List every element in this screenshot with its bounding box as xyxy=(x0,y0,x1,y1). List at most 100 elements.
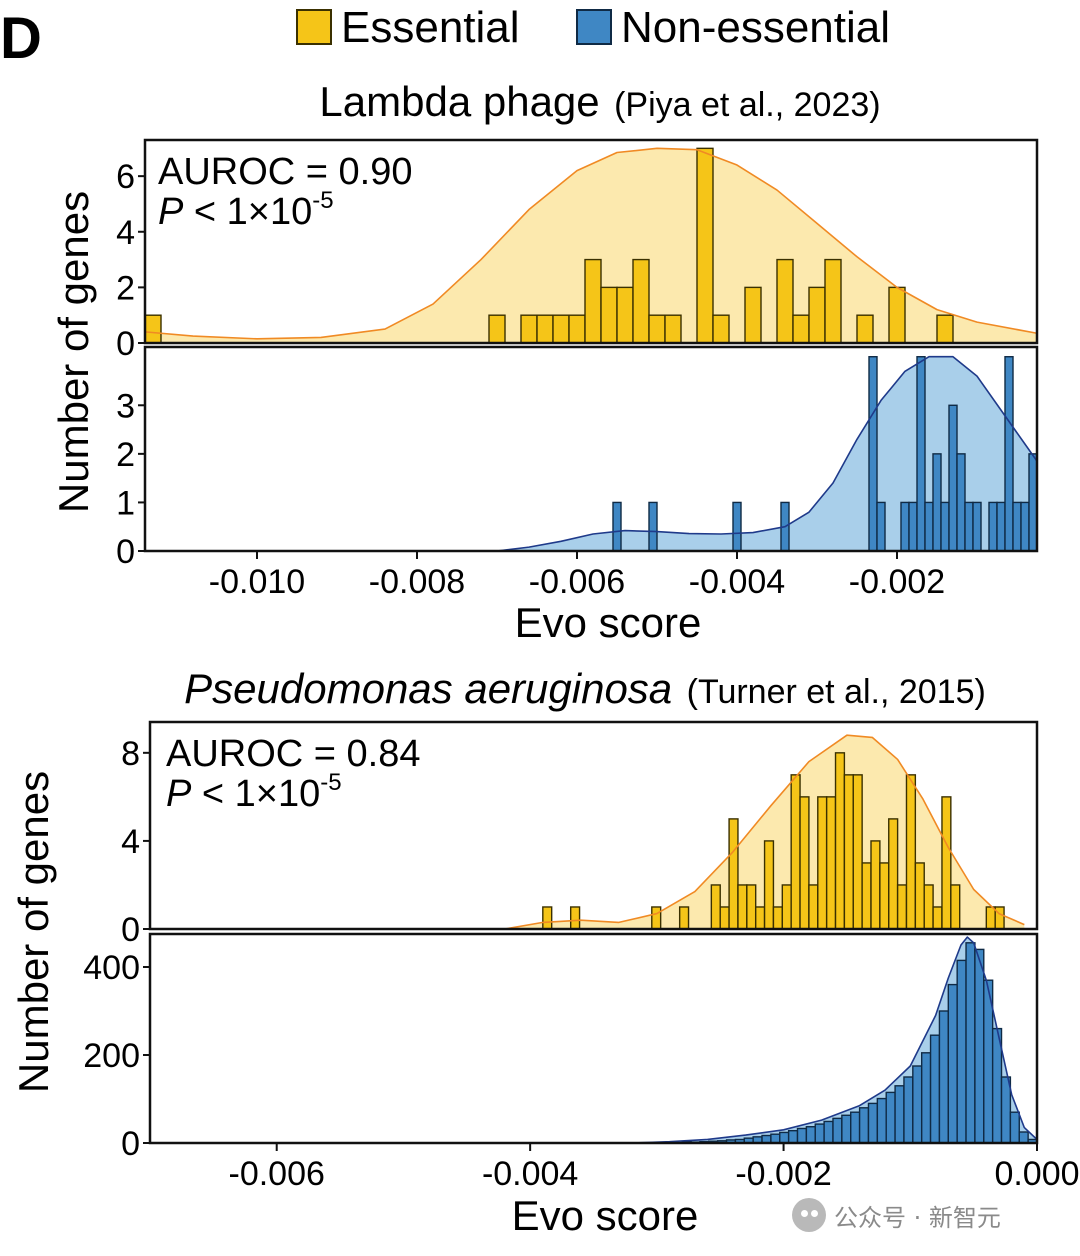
legend-swatch-essential xyxy=(296,9,332,45)
chart2-non-essential-bar xyxy=(876,1097,887,1143)
chart2-essential-panel: 0 4 8 xyxy=(121,720,1039,949)
chart2-essential-bar xyxy=(923,884,934,929)
chart1-non-essential-ytick-label: 0 xyxy=(116,533,135,571)
chart1-non-essential-bar xyxy=(1004,356,1014,551)
chart2-p-text: < 1×10 xyxy=(191,773,320,815)
chart2-essential-bar xyxy=(808,884,819,929)
chart1-non-essential-bar xyxy=(924,501,934,551)
chart1-non-essential-bar xyxy=(876,501,886,551)
chart2-non-essential-bar xyxy=(841,1114,852,1143)
wechat-icon xyxy=(792,1198,826,1232)
chart1-non-essential-plot-area xyxy=(496,355,1037,551)
chart1-non-essential-bar xyxy=(940,501,950,551)
chart1-essential-bar xyxy=(792,314,810,343)
chart2-essential-kde-line xyxy=(504,734,1025,929)
chart2-essential-bar xyxy=(790,774,801,929)
chart2-non-essential-bar xyxy=(779,1131,790,1143)
chart1-essential-bar xyxy=(488,314,506,343)
chart2-essential-bar xyxy=(754,906,766,929)
chart2-essential-bar xyxy=(825,796,837,929)
chart1-essential-bar xyxy=(145,314,162,343)
chart1-essential-bar xyxy=(776,258,794,343)
chart1-non-essential-bar xyxy=(612,501,622,551)
chart2-essential-bar xyxy=(569,906,581,929)
chart2-non-essential-bar xyxy=(850,1111,861,1143)
chart1-xtick-label: -0.004 xyxy=(689,563,785,601)
chart2-non-essential-bar xyxy=(823,1120,834,1143)
chart2-essential-plot-area xyxy=(504,734,1025,929)
chart2-essential-bar xyxy=(799,796,810,929)
chart1-essential-bar xyxy=(616,286,634,343)
chart2-non-essential-plot-area xyxy=(631,936,1037,1143)
chart1-x-axis: -0.010 -0.008 -0.006 -0.004 -0.002 xyxy=(209,551,945,601)
chart1-xtick-label: -0.010 xyxy=(209,563,305,601)
chart1-title: Lambda phage (Piya et al., 2023) xyxy=(319,78,880,125)
chart2-non-essential-bar xyxy=(796,1127,808,1143)
chart2-essential-bar xyxy=(985,906,996,929)
chart2-x-axis: -0.006 -0.004 -0.002 0.000 xyxy=(229,1143,1080,1193)
chart1-non-essential-bar xyxy=(988,501,998,551)
chart2-xlabel: Evo score xyxy=(512,1192,699,1239)
legend-swatch-non-essential xyxy=(576,9,612,45)
chart2-annotation: AUROC = 0.84 P < 1×10-5 xyxy=(166,733,421,815)
chart2-essential-bar xyxy=(719,906,730,929)
chart1-essential-panel: 0 2 4 6 xyxy=(116,138,1039,363)
chart1-xtick-label: -0.002 xyxy=(849,563,945,601)
chart2-essential-bar xyxy=(870,840,881,929)
chart2-non-essential-ytick-label: 200 xyxy=(83,1037,140,1075)
chart2-essential-bar xyxy=(710,884,721,929)
chart2-non-essential-bar xyxy=(867,1102,879,1143)
chart2-non-essential-bar xyxy=(1009,1111,1020,1143)
chart2-essential-bar xyxy=(941,796,952,929)
chart1-essential-bar xyxy=(632,258,650,343)
chart1-essential-ytick-label: 4 xyxy=(116,214,135,252)
legend-label-non-essential: Non-essential xyxy=(621,3,890,52)
chart2-non-essential-bar xyxy=(1018,1131,1029,1143)
legend: Essential Non-essential xyxy=(296,3,890,52)
chart1-non-essential-bar xyxy=(996,501,1006,551)
chart2-ylabel: Number of genes xyxy=(10,771,57,1093)
chart1-non-essential-bar xyxy=(948,404,958,551)
chart1-essential-bar xyxy=(648,314,666,343)
chart1-p-symbol: P xyxy=(158,191,184,233)
chart1-essential-bar xyxy=(712,314,730,343)
chart2-non-essential-ytick-label: 400 xyxy=(83,949,140,987)
chart2-non-essential-kde-line xyxy=(631,936,1037,1143)
chart2-essential-bar xyxy=(861,862,872,929)
chart1-non-essential-ytick-label: 3 xyxy=(116,387,135,425)
watermark-text: 公众号 · 新智元 xyxy=(834,1203,1001,1232)
chart1-xtick-label: -0.006 xyxy=(529,563,625,601)
chart2-non-essential-bar xyxy=(858,1107,870,1143)
chart2-non-essential-bar xyxy=(903,1076,914,1143)
chart2-non-essential-bar xyxy=(894,1085,905,1143)
watermark: 公众号 · 新智元 xyxy=(792,1195,1062,1235)
chart1-essential-bar xyxy=(600,286,618,343)
chart2-essential-bar xyxy=(896,884,908,929)
chart2-p-exponent: -5 xyxy=(320,769,341,796)
chart1-non-essential-ytick-label: 2 xyxy=(116,436,135,474)
chart1-essential-bar xyxy=(856,314,874,343)
chart1-ylabel: Number of genes xyxy=(50,191,97,513)
chart2-non-essential-bar xyxy=(947,983,958,1143)
chart2-non-essential-bar xyxy=(965,942,976,1143)
chart1-essential-bar xyxy=(744,286,762,343)
panel-label: D xyxy=(0,6,42,71)
chart2-essential-bar xyxy=(834,752,846,929)
chart1-title-main: Lambda phage xyxy=(319,78,599,125)
chart1-non-essential-bar xyxy=(868,356,878,551)
chart2-essential-ytick-label: 4 xyxy=(121,823,140,861)
chart2-essential-bar xyxy=(781,884,792,929)
chart1-non-essential-kde-line xyxy=(496,355,1037,551)
chart1-essential-bar xyxy=(824,258,842,343)
chart2-essential-bar xyxy=(678,906,690,929)
chart1-non-essential-bar xyxy=(1028,453,1037,551)
chart1-essential-bar xyxy=(936,314,954,343)
chart2-essential-bar xyxy=(651,906,662,929)
chart2-auroc: AUROC = 0.84 xyxy=(166,733,421,775)
chart1-essential-plot-area xyxy=(145,147,1037,343)
chart1-xtick-label: -0.008 xyxy=(369,563,465,601)
chart2-essential-ytick-label: 8 xyxy=(121,735,140,773)
chart2-title-main: Pseudomonas aeruginosa xyxy=(184,665,672,712)
chart1-xlabel: Evo score xyxy=(515,599,702,646)
